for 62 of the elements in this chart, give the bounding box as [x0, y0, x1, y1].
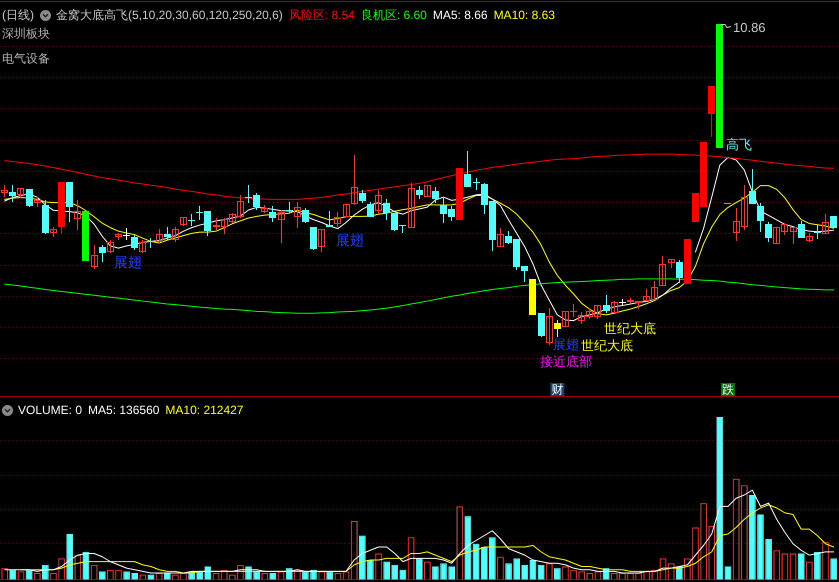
- bar: [554, 568, 561, 580]
- candlestick: [294, 202, 301, 228]
- candlestick: [814, 225, 821, 239]
- text: MA10: 8.63: [494, 8, 555, 22]
- bar: [82, 552, 90, 580]
- text: MA5: 136560: [88, 403, 160, 417]
- text: 接近底部: [540, 354, 592, 370]
- bar: [716, 417, 724, 580]
- text: MA5: 8.66: [432, 8, 488, 22]
- candlestick: [286, 202, 293, 213]
- bar: [383, 562, 390, 580]
- candlestick: [278, 210, 285, 243]
- bar: [440, 563, 447, 580]
- chart-title: (日线): [2, 8, 34, 22]
- bar: [472, 544, 480, 580]
- bar: [416, 558, 422, 580]
- annotation: 电气设备: [2, 51, 50, 66]
- bar: [830, 558, 837, 580]
- bar: [432, 566, 439, 580]
- candlestick: [74, 200, 81, 230]
- text: 良机区: 6.60: [360, 8, 427, 22]
- bar: [724, 566, 732, 580]
- bar: [765, 538, 772, 580]
- annotation: 世纪大底: [604, 321, 656, 336]
- bar: [749, 495, 756, 580]
- bar: [798, 554, 804, 580]
- bar: [464, 516, 472, 580]
- bar: [538, 564, 544, 580]
- bar: [530, 560, 536, 580]
- bar: [66, 534, 74, 580]
- bar: [757, 514, 764, 580]
- chart-title: VOLUME: 0: [18, 403, 82, 417]
- candlestick: [822, 214, 829, 234]
- annotation: 高飞: [726, 137, 752, 152]
- annotation: 展翅: [114, 254, 142, 270]
- candlestick: [351, 155, 358, 205]
- annotation: 展翅: [553, 337, 579, 352]
- bar: [505, 563, 512, 580]
- candlestick: [188, 214, 195, 226]
- candlestick: [408, 183, 415, 228]
- text: 风险区: 8.54: [288, 8, 355, 22]
- candlestick: [546, 308, 553, 345]
- bar: [367, 560, 374, 580]
- annotation: 深圳板块: [2, 26, 50, 40]
- candlestick: [659, 256, 666, 286]
- x-tick-label: 财: [551, 382, 564, 397]
- candlestick: [123, 228, 130, 240]
- annotation: 世纪大底: [581, 338, 633, 354]
- candlestick: [473, 178, 480, 190]
- candlestick: [318, 229, 325, 252]
- bar: [358, 536, 366, 580]
- candlestick: [91, 245, 98, 269]
- bar: [391, 564, 398, 580]
- annotation: 10.86: [733, 20, 766, 36]
- candlestick: [375, 190, 382, 214]
- annotation: 展翅: [336, 232, 364, 248]
- bar: [448, 566, 456, 580]
- text: MA10: 212427: [165, 403, 244, 417]
- bar: [814, 552, 821, 580]
- x-tick-label: 跌: [722, 382, 734, 397]
- candlestick: [147, 238, 154, 248]
- chart-subtitle: 金窝大底高飞(5,10,20,30,60,120,250,20,6): [56, 8, 283, 22]
